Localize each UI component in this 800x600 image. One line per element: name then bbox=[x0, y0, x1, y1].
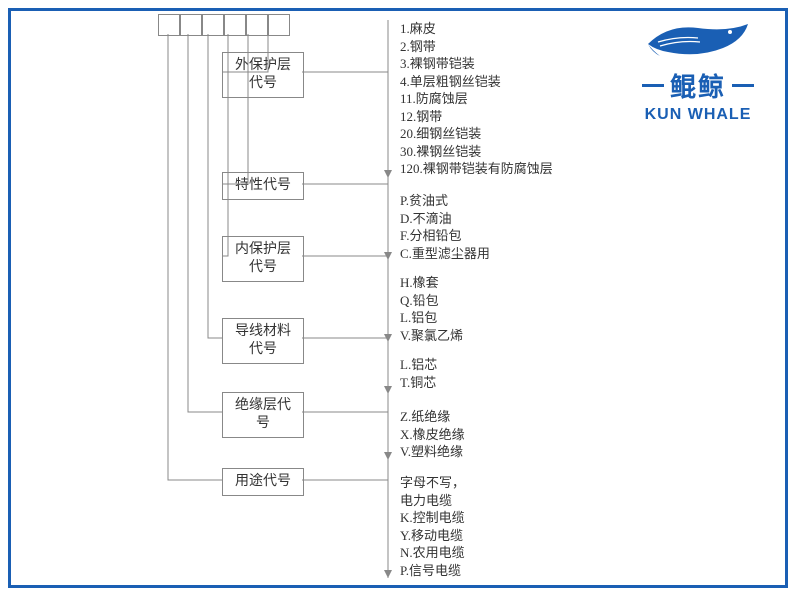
code-boxes bbox=[158, 14, 290, 36]
brand-logo: 鲲鲸 KUN WHALE bbox=[618, 14, 778, 124]
label-feature: 特性代号 bbox=[222, 172, 304, 200]
logo-text-en: KUN WHALE bbox=[618, 106, 778, 124]
label-conductor: 导线材料 代号 bbox=[222, 318, 304, 364]
code-box bbox=[246, 14, 268, 36]
detail-insulation: Z.纸绝缘 X.橡皮绝缘 V.塑料绝缘 bbox=[400, 408, 465, 461]
code-box bbox=[268, 14, 290, 36]
code-box bbox=[202, 14, 224, 36]
label-insulation: 绝缘层代 号 bbox=[222, 392, 304, 438]
label-outer-protection: 外保护层 代号 bbox=[222, 52, 304, 98]
logo-dash bbox=[732, 84, 754, 87]
detail-usage: 字母不写， 电力电缆 K.控制电缆 Y.移动电缆 N.农用电缆 P.信号电缆 bbox=[400, 474, 465, 579]
label-inner-protection: 内保护层 代号 bbox=[222, 236, 304, 282]
code-box bbox=[224, 14, 246, 36]
label-usage: 用途代号 bbox=[222, 468, 304, 496]
logo-text-cn: 鲲鲸 bbox=[670, 67, 726, 104]
logo-dash bbox=[642, 84, 664, 87]
detail-outer-protection: 1.麻皮 2.钢带 3.裸钢带铠装 4.单层粗钢丝铠装 11.防腐蚀层 12.钢… bbox=[400, 20, 553, 178]
code-box bbox=[180, 14, 202, 36]
detail-feature: P.贫油式 D.不滴油 F.分相铅包 C.重型滤尘器用 bbox=[400, 192, 490, 262]
detail-inner-protection: H.橡套 Q.铅包 L.铝包 V.聚氯乙烯 bbox=[400, 274, 463, 344]
detail-conductor: L.铝芯 T.铜芯 bbox=[400, 356, 437, 391]
whale-icon bbox=[638, 14, 758, 62]
code-box bbox=[158, 14, 180, 36]
